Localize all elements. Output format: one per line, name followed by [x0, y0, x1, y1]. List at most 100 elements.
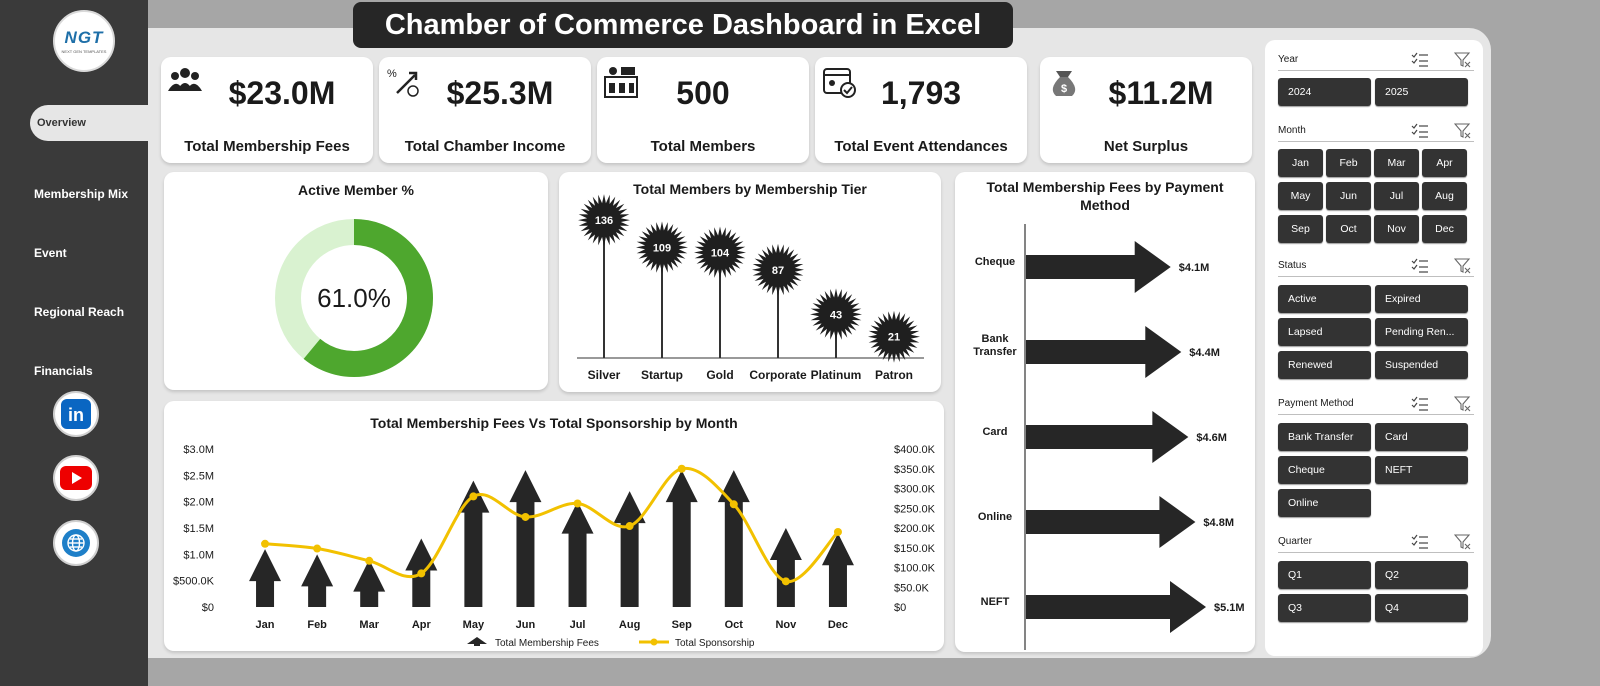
globe-icon[interactable] [53, 520, 99, 566]
slicer-panel: Year 2024 2025 Month Jan Feb Mar Apr May Jun Jul Au… [1265, 40, 1483, 656]
sponsorship-line [264, 466, 840, 583]
x-tick-label: Jul [570, 619, 586, 631]
kpi-total-chamber-income: % $25.3M Total Chamber Income [379, 57, 591, 163]
payment-category-label: Cheque [975, 256, 1015, 268]
y-left-tick: $3.0M [183, 444, 214, 456]
slicer-month-jul[interactable]: Jul [1374, 182, 1419, 210]
fee-bar [717, 470, 750, 607]
kpi-net-surplus: $ $11.2M Net Surplus [1040, 57, 1252, 163]
payment-category-label: NEFT [981, 596, 1010, 608]
donut-chart: 61.0% [275, 219, 433, 377]
slicer-quarter-q2[interactable]: Q2 [1375, 561, 1468, 589]
x-tick-label: Apr [412, 619, 432, 631]
slicer-month-mar[interactable]: Mar [1374, 149, 1419, 177]
multi-select-icon[interactable] [1411, 534, 1429, 550]
slicer-month-jun[interactable]: Jun [1326, 182, 1371, 210]
x-tick-label: Nov [775, 619, 797, 631]
slicer-year-2025[interactable]: 2025 [1375, 78, 1468, 106]
payment-value-label: $5.1M [1214, 602, 1245, 614]
tier-marker [578, 194, 630, 247]
sponsorship-point [313, 544, 322, 553]
youtube-icon[interactable] [53, 455, 99, 501]
members-icon [604, 67, 638, 98]
slicer-header-month: Month [1278, 120, 1474, 142]
slicer-month-oct[interactable]: Oct [1326, 215, 1371, 243]
fee-bar [509, 470, 542, 607]
slicer-quarter-q4[interactable]: Q4 [1375, 594, 1468, 622]
chart-title: Total Membership Fees Vs Total Sponsorsh… [370, 415, 738, 431]
sponsorship-point [521, 512, 530, 521]
sponsorship-point [417, 569, 426, 578]
y-left-tick: $1.0M [183, 549, 214, 561]
slicer-month-feb[interactable]: Feb [1326, 149, 1371, 177]
slicer-title: Payment Method [1278, 398, 1354, 409]
slicer-header-quarter: Quarter [1278, 531, 1474, 553]
slicer-status-active[interactable]: Active [1278, 285, 1371, 313]
slicer-month-may[interactable]: May [1278, 182, 1323, 210]
nav-item-regional-reach[interactable]: Regional Reach [34, 304, 125, 319]
y-right-tick: $50.0K [894, 582, 930, 594]
x-tick-label: Feb [307, 619, 327, 631]
slicer-payment-method-online[interactable]: Online [1278, 489, 1371, 517]
slicer-payment-method-card[interactable]: Card [1375, 423, 1468, 451]
slicer-quarter-q1[interactable]: Q1 [1278, 561, 1371, 589]
linkedin-icon[interactable]: in [53, 391, 99, 437]
y-left-tick: $1.5M [183, 523, 214, 535]
clear-filter-icon[interactable] [1454, 123, 1472, 139]
multi-select-icon[interactable] [1411, 258, 1429, 274]
legend-sponsorship-marker [650, 638, 658, 646]
y-right-tick: $400.0K [894, 444, 936, 456]
slicer-payment-method-bank-transfer[interactable]: Bank Transfer [1278, 423, 1371, 451]
slicer-status-suspended[interactable]: Suspended [1375, 351, 1468, 379]
kpi-value: $23.0M [228, 75, 336, 111]
money-bag-icon: $ [1052, 71, 1076, 96]
kpi-value: $25.3M [446, 75, 554, 111]
tier-marker [636, 221, 688, 274]
clear-filter-icon[interactable] [1454, 534, 1472, 550]
tier-chart: 136 Silver 109 Startup 104 Gold 87 Corporate 43 P… [577, 194, 924, 382]
slicer-quarter-q3[interactable]: Q3 [1278, 594, 1371, 622]
multi-select-icon[interactable] [1411, 123, 1429, 139]
clear-filter-icon[interactable] [1454, 396, 1472, 412]
multi-select-icon[interactable] [1411, 396, 1429, 412]
payment-bar [1026, 326, 1182, 378]
tier-value-label: 43 [830, 309, 842, 321]
y-right-tick: $250.0K [894, 503, 936, 515]
slicer-month-nov[interactable]: Nov [1374, 215, 1419, 243]
slicer-year-2024[interactable]: 2024 [1278, 78, 1371, 106]
slicer-month-apr[interactable]: Apr [1422, 149, 1467, 177]
nav-item-event[interactable]: Event [34, 245, 67, 260]
y-left-tick: $0 [202, 602, 214, 614]
slicer-header-status: Status [1278, 255, 1474, 277]
donut-active-slice [303, 219, 433, 377]
logo-text: NGT [64, 28, 104, 47]
sponsorship-point [573, 499, 582, 508]
slicer-status-pending-ren[interactable]: Pending Ren... [1375, 318, 1468, 346]
multi-select-icon[interactable] [1411, 52, 1429, 68]
slicer-payment-method-cheque[interactable]: Cheque [1278, 456, 1371, 484]
members-by-tier-card: Total Members by Membership Tier 136 Silv… [559, 172, 941, 392]
clear-filter-icon[interactable] [1454, 52, 1472, 68]
kpi-value: 1,793 [880, 75, 962, 111]
nav-item-overview[interactable]: Overview [30, 105, 148, 141]
tier-category-label: Gold [706, 368, 733, 382]
legend-fee-label: Total Membership Fees [495, 638, 599, 649]
legend-fee-swatch [467, 637, 487, 646]
payment-category-label: Bank Transfer [973, 333, 1017, 358]
slicer-status-renewed[interactable]: Renewed [1278, 351, 1371, 379]
nav-item-financials[interactable]: Financials [34, 363, 93, 378]
slicer-month-jan[interactable]: Jan [1278, 149, 1323, 177]
slicer-title: Status [1278, 260, 1307, 271]
slicer-month-dec[interactable]: Dec [1422, 215, 1467, 243]
x-tick-label: Jan [256, 619, 275, 631]
slicer-title: Month [1278, 125, 1306, 136]
slicer-payment-method-neft[interactable]: NEFT [1375, 456, 1468, 484]
slicer-month-aug[interactable]: Aug [1422, 182, 1467, 210]
nav-item-membership-mix[interactable]: Membership Mix [34, 186, 129, 201]
x-tick-label: Dec [828, 619, 848, 631]
slicer-status-expired[interactable]: Expired [1375, 285, 1468, 313]
slicer-month-sep[interactable]: Sep [1278, 215, 1323, 243]
slicer-status-lapsed[interactable]: Lapsed [1278, 318, 1371, 346]
clear-filter-icon[interactable] [1454, 258, 1472, 274]
y-left-tick: $2.0M [183, 497, 214, 509]
